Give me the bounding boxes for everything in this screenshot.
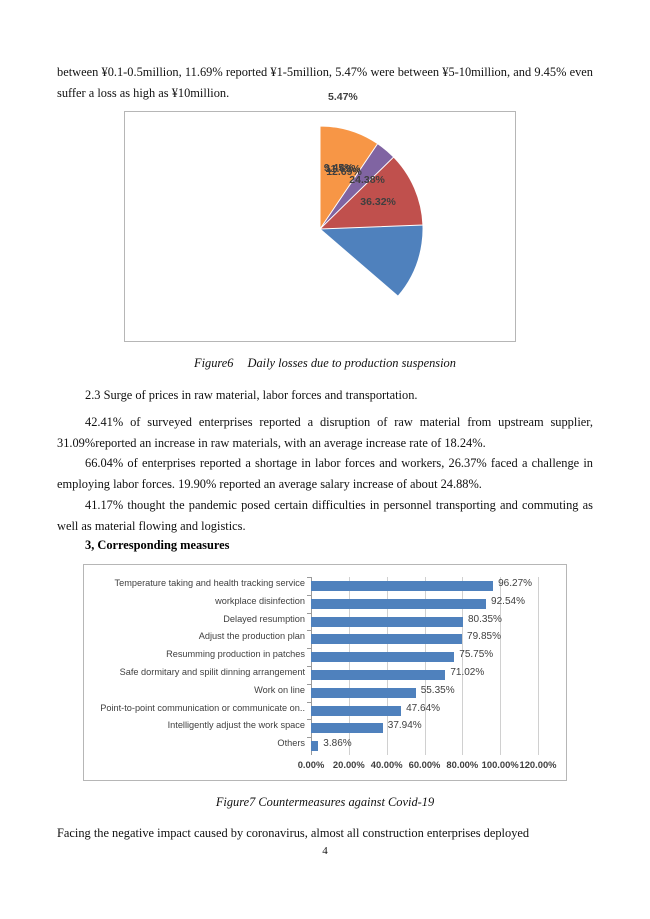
- bar-row: Work on line 55.35%: [254, 683, 538, 702]
- gridline: [386, 577, 388, 755]
- bar-row: Intelligently adjust the work space 37.94…: [168, 719, 538, 737]
- bar-value-label: 79.85%: [467, 631, 501, 643]
- bar-category-label: Adjust the production plan: [198, 631, 305, 642]
- category-tick: [307, 577, 311, 578]
- category-tick: [307, 630, 311, 632]
- category-tick: [307, 612, 311, 614]
- category-tick: [307, 719, 311, 721]
- paragraph-section-2-3: 2.3 Surge of prices in raw material, lab…: [85, 388, 418, 402]
- pie-data-label: 9.45%: [323, 161, 354, 174]
- pie-plot-area: 36.32% 24.38% 11.69% 12.69% 5.47% 9.45%: [125, 91, 515, 341]
- gridline: [348, 577, 350, 755]
- pie-slices: [319, 125, 424, 297]
- bar-value-label: 92.54%: [491, 595, 525, 607]
- bar-value-label: 3.86%: [323, 738, 352, 750]
- x-tick-label: 20.00%: [332, 759, 365, 770]
- pie-data-label: 36.32%: [360, 196, 396, 209]
- bar: [311, 741, 319, 752]
- paragraph-transport: 41.17% thought the pandemic posed certai…: [57, 498, 593, 533]
- bar-category-label: Safe dormitary and spilit dinning arrang…: [119, 667, 305, 677]
- pie-data-label: 5.47%: [328, 91, 358, 104]
- page-number: 4: [322, 845, 328, 857]
- bar: [311, 705, 402, 716]
- bar-row: workplace disinfection 92.54%: [215, 594, 538, 613]
- bar-row: Temperature taking and health tracking s…: [115, 577, 538, 595]
- bar-value-label: 80.35%: [468, 613, 502, 625]
- paragraph-labor: 66.04% of enterprises reported a shortag…: [57, 456, 593, 491]
- figure7-caption: Figure7 Countermeasures against Covid-19: [0, 795, 650, 810]
- x-tick-label: 40.00%: [370, 759, 403, 770]
- bar-category-label: Delayed resumption: [223, 613, 305, 624]
- bar: [311, 670, 446, 680]
- bar: [311, 581, 494, 591]
- bar-value-label: 55.35%: [420, 684, 455, 696]
- bar: [311, 598, 487, 609]
- gridline: [462, 577, 464, 755]
- figure7-caption-text: Figure7 Countermeasures against Covid-19: [215, 795, 435, 809]
- gridline: [424, 577, 426, 755]
- bar-plot-area: Temperature taking and health tracking s…: [100, 577, 557, 770]
- pie-slice: [319, 125, 379, 231]
- bar-row: Adjust the production plan 79.85%: [199, 630, 538, 648]
- gridline: [500, 577, 502, 755]
- x-tick-label: 0.00%: [297, 759, 325, 770]
- category-tick: [307, 594, 311, 596]
- bar-row: Others 3.86%: [277, 737, 538, 755]
- figure6-caption: Figure6 Daily losses due to production su…: [0, 356, 650, 371]
- bar-row: Resumming production in patches 75.75%: [166, 648, 538, 666]
- paragraph-raw-material: 42.41% of surveyed enterprises reported …: [57, 415, 593, 450]
- bar: [311, 616, 463, 627]
- bar-value-label: 71.02%: [450, 667, 485, 678]
- x-tick-label: 120.00%: [519, 759, 557, 770]
- figure6-caption-text: Daily losses due to production suspensio…: [247, 356, 456, 370]
- figure6-caption-label: Figure6: [194, 356, 234, 370]
- bar-row: Safe dormitary and spilit dinning arrang…: [120, 666, 538, 684]
- paragraph-intro: between ¥0.1-0.5million, 11.69% reported…: [57, 65, 593, 100]
- heading-section-3: 3, Corresponding measures: [85, 538, 230, 552]
- bar-category-label: workplace disinfection: [215, 595, 305, 606]
- bar: [311, 634, 463, 645]
- figure6-pie-chart: 36.32% 24.38% 11.69% 12.69% 5.47% 9.45%: [124, 91, 516, 342]
- bar-value-label: 37.94%: [387, 720, 422, 732]
- x-tick-label: 60.00%: [408, 759, 441, 770]
- bar: [311, 723, 383, 734]
- bar-category-label: Temperature taking and health tracking s…: [114, 578, 306, 588]
- category-tick: [307, 648, 311, 650]
- bar-category-label: Point-to-point communication or communic…: [100, 702, 305, 713]
- x-tick-label: 100.00%: [481, 759, 519, 770]
- bar-value-label: 75.75%: [459, 649, 494, 661]
- bar-row: Delayed resumption 80.35%: [223, 612, 538, 631]
- gridline: [538, 577, 539, 755]
- bar-category-label: Resumming production in patches: [166, 649, 305, 660]
- figure7-bar-chart: Temperature taking and health tracking s…: [83, 564, 567, 781]
- bar-value-label: 96.27%: [498, 578, 533, 589]
- pie-data-label: 11.69%: [325, 163, 361, 176]
- bar-row: Point-to-point communication or communic…: [100, 701, 538, 720]
- category-tick: [307, 666, 311, 667]
- pie-data-label: 12.69%: [326, 166, 362, 178]
- bar: [311, 687, 416, 698]
- category-tick: [307, 737, 311, 739]
- bar: [311, 652, 455, 663]
- pie-data-label: 24.38%: [349, 174, 385, 186]
- x-tick-label: 80.00%: [446, 759, 479, 770]
- bar-category-label: Intelligently adjust the work space: [167, 720, 305, 731]
- bar-category-label: Others: [277, 738, 305, 749]
- category-tick: [307, 683, 311, 685]
- category-tick: [307, 701, 311, 703]
- bar-value-label: 47.64%: [406, 702, 441, 714]
- category-axis-line: [311, 577, 312, 755]
- paragraph-closing: Facing the negative impact caused by cor…: [57, 826, 530, 840]
- bar-category-label: Work on line: [254, 684, 305, 695]
